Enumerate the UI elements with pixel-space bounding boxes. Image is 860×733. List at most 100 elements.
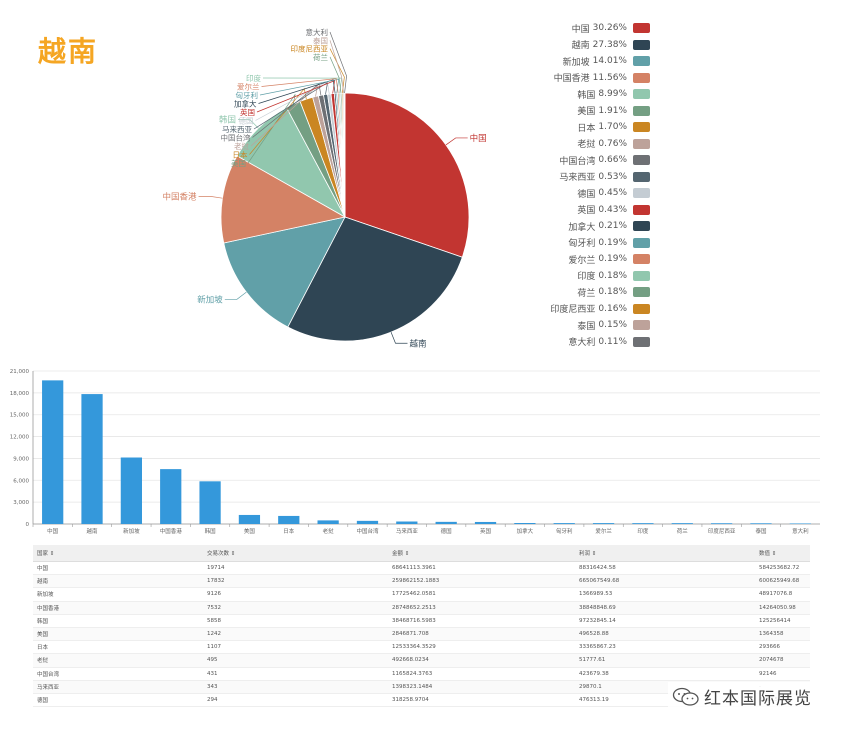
column-header-value[interactable]: 数值 ⇕ [755, 545, 810, 562]
watermark: 红本国际展览 [668, 682, 816, 711]
column-header-country[interactable]: 国家 ⇕ [33, 545, 203, 562]
x-tick-label: 中国 [47, 527, 59, 535]
legend-item[interactable]: 印度 0.18% [540, 268, 650, 285]
column-header-orders[interactable]: 交易次数 ⇕ [203, 545, 388, 562]
table-cell: 9126 [203, 587, 388, 602]
wechat-icon [672, 687, 699, 706]
table-cell: 中国台湾 [33, 667, 203, 681]
pie-slice[interactable] [343, 92, 346, 218]
legend-item[interactable]: 加拿大 0.21% [540, 218, 650, 235]
table-cell: 423679.38 [575, 667, 755, 681]
table-cell: 德国 [33, 693, 203, 708]
x-tick-label: 印度 [637, 527, 649, 535]
table-row[interactable]: 老挝 495 492668.0234 51777.61 2074678 [33, 653, 810, 668]
bar[interactable] [789, 523, 811, 524]
pie-leader-line [256, 80, 336, 113]
legend-item[interactable]: 印度尼西亚 0.16% [540, 301, 650, 318]
watermark-text: 红本国际展览 [704, 689, 812, 709]
x-tick-label: 日本 [283, 527, 295, 535]
legend-swatch [633, 105, 650, 116]
table-cell: 259862152.1883 [388, 574, 575, 589]
table-row[interactable]: 韩国 5858 38468716.5983 97232845.14 125256414 [33, 614, 810, 628]
bar[interactable] [199, 481, 221, 524]
pie-slice-label: 日本 [233, 150, 248, 160]
bar[interactable] [278, 515, 300, 524]
bar[interactable] [514, 523, 536, 524]
legend-item[interactable]: 匈牙利 0.19% [540, 235, 650, 252]
legend-swatch [633, 122, 650, 133]
pie-slice-label: 意大利 [306, 27, 329, 37]
bar[interactable] [553, 523, 575, 524]
legend-item[interactable]: 英国 0.43% [540, 202, 650, 219]
legend-item[interactable]: 新加坡 14.01% [540, 53, 650, 70]
legend-percent: 8.99% [598, 89, 627, 100]
legend-item[interactable]: 爱尔兰 0.19% [540, 251, 650, 268]
legend-item[interactable]: 日本 1.70% [540, 119, 650, 136]
legend-percent: 0.18% [598, 287, 627, 298]
legend-percent: 14.01% [592, 56, 627, 67]
column-header-amount[interactable]: 金额 ⇕ [388, 545, 575, 562]
table-cell: 1366989.53 [575, 587, 755, 602]
legend-swatch [633, 188, 650, 199]
pie-slice-label: 英国 [240, 107, 255, 117]
legend-item[interactable]: 荷兰 0.18% [540, 284, 650, 301]
x-tick-label: 爱尔兰 [595, 527, 612, 535]
legend-item[interactable]: 泰国 0.15% [540, 317, 650, 334]
table-row[interactable]: 中国香港 7532 28748652.2513 38848848.69 14264050… [33, 601, 810, 615]
legend-swatch [633, 23, 650, 34]
x-tick-label: 英国 [480, 527, 492, 535]
pie-legend: 中国 30.26% 越南 27.38% 新加坡 14.01% 中国香港 11.56% 韩国 8.9… [540, 20, 650, 350]
legend-item[interactable]: 意大利 0.11% [540, 334, 650, 351]
pie-slice[interactable] [287, 216, 463, 342]
bar[interactable] [474, 521, 497, 524]
legend-percent: 1.91% [598, 105, 627, 116]
bar[interactable] [81, 394, 103, 524]
bar[interactable] [396, 521, 418, 524]
legend-percent: 0.11% [598, 336, 627, 347]
table-cell: 496528.88 [575, 627, 755, 642]
legend-item[interactable]: 德国 0.45% [540, 185, 650, 202]
legend-item[interactable]: 中国台湾 0.66% [540, 152, 650, 169]
legend-item[interactable]: 老挝 0.76% [540, 136, 650, 153]
table-row[interactable]: 中国台湾 431 1165824.3763 423679.38 92146 [33, 667, 810, 681]
table-row[interactable]: 美国 1242 2846871.708 496528.88 1364358 [33, 627, 810, 642]
bar[interactable] [356, 520, 379, 524]
table-cell: 293666 [755, 640, 810, 655]
bar[interactable] [120, 457, 142, 524]
table-row[interactable]: 中国 19714 68641113.3961 88316424.58 584253682… [33, 561, 810, 576]
y-tick-label: 21,000 [10, 369, 30, 375]
legend-item[interactable]: 韩国 8.99% [540, 86, 650, 103]
legend-item[interactable]: 中国香港 11.56% [540, 70, 650, 87]
legend-swatch [633, 303, 650, 314]
table-row[interactable]: 日本 1107 12533364.3529 33365867.23 293666 [33, 640, 810, 655]
bar[interactable] [671, 523, 693, 524]
bar[interactable] [42, 380, 64, 524]
bar[interactable] [632, 523, 654, 524]
legend-item[interactable]: 美国 1.91% [540, 103, 650, 120]
pie-slice[interactable] [344, 92, 470, 258]
table-row[interactable]: 新加坡 9126 17725462.0581 1366989.53 48917076.8 [33, 587, 810, 602]
y-tick-label: 9,000 [13, 456, 29, 462]
table-cell: 日本 [33, 640, 203, 655]
bar[interactable] [160, 469, 182, 524]
legend-swatch [633, 39, 650, 50]
x-tick-label: 韩国 [205, 527, 217, 535]
column-header-profit[interactable]: 利润 ⇕ [575, 545, 755, 562]
table-cell: 431 [203, 667, 388, 681]
bar[interactable] [592, 523, 615, 524]
table-row[interactable]: 越南 17832 259862152.1883 665067549.68 6006259… [33, 574, 810, 589]
bar[interactable] [711, 523, 733, 524]
legend-item[interactable]: 越南 27.38% [540, 37, 650, 54]
y-tick-label: 15,000 [10, 413, 30, 419]
pie-leader-line [250, 84, 319, 147]
bar[interactable] [750, 523, 772, 524]
table-cell: 14264050.98 [755, 601, 810, 615]
legend-percent: 27.38% [592, 39, 627, 50]
bar[interactable] [435, 521, 457, 524]
legend-item[interactable]: 中国 30.26% [540, 20, 650, 37]
pie-leader-line [261, 78, 339, 94]
bar[interactable] [317, 520, 339, 524]
bar[interactable] [238, 514, 261, 524]
legend-item[interactable]: 马来西亚 0.53% [540, 169, 650, 186]
